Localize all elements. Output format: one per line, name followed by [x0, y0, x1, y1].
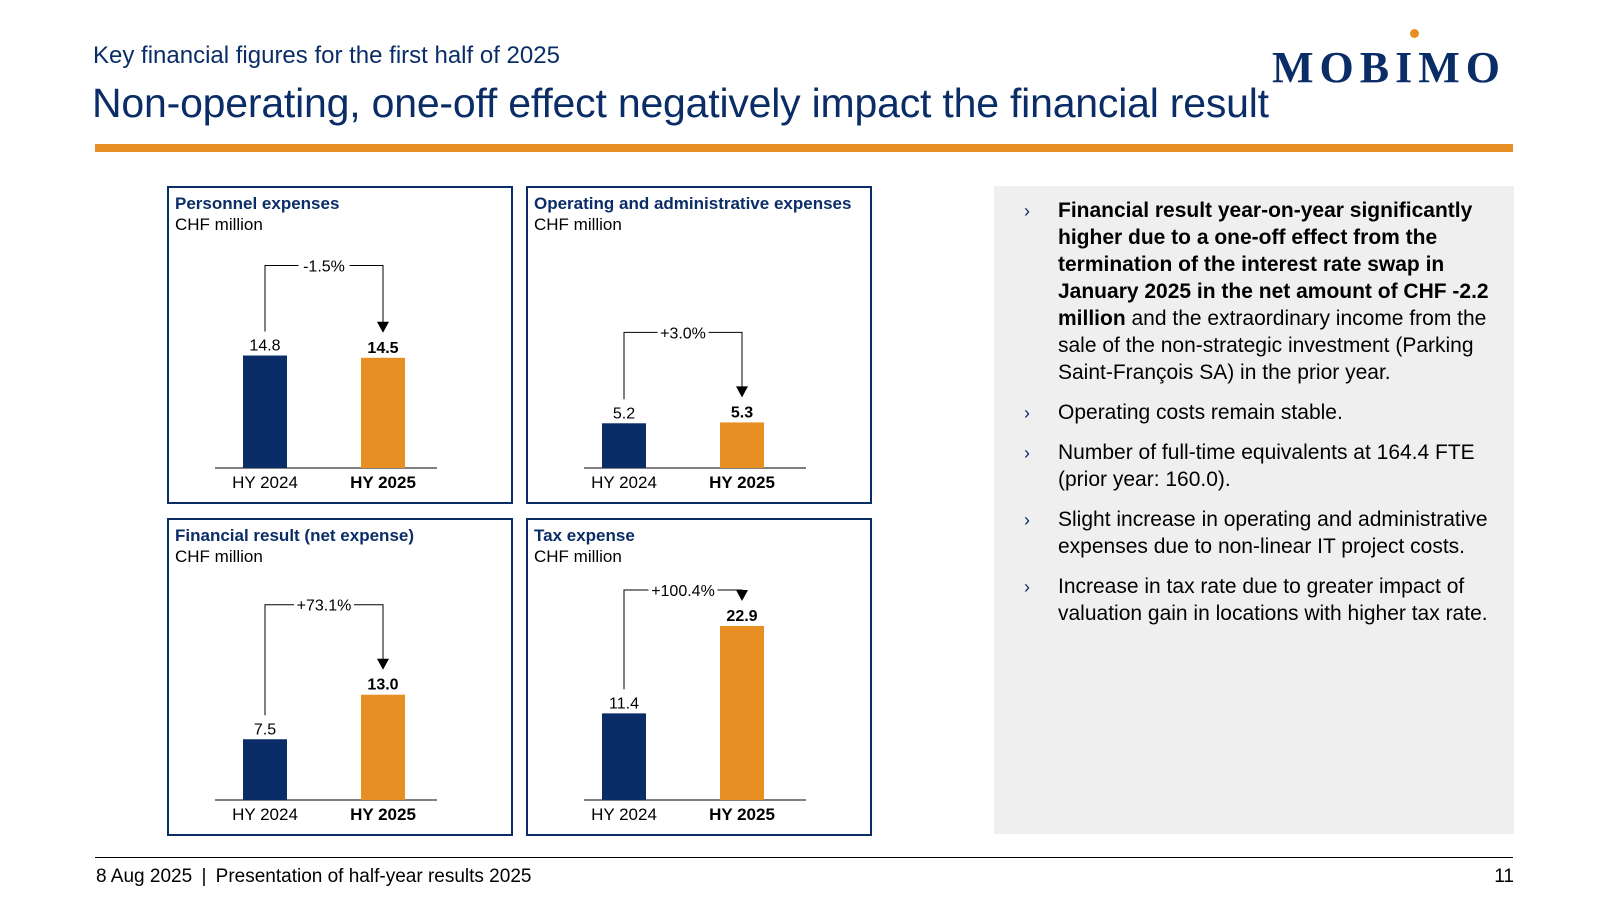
slide-subtitle: Key financial figures for the first half…: [93, 42, 560, 69]
logo-dot-icon: [1410, 29, 1419, 38]
data-label: 22.9: [726, 608, 757, 625]
bullet-chevron-icon: ›: [1024, 577, 1030, 597]
commentary-item: › Slight increase in operating and admini…: [1024, 506, 1502, 560]
data-label: 5.3: [731, 404, 753, 421]
bar-hy-2024: [243, 355, 287, 468]
change-arrow-icon: [377, 321, 389, 333]
chart-panel-financial-result: Financial result (net expense) CHF milli…: [167, 518, 513, 836]
change-label-bg: [294, 595, 354, 614]
chart-svg: 11.4 HY 2024 22.9 HY 2025 +100.4%: [584, 581, 806, 824]
title-rule: [95, 144, 1513, 152]
x-tick-label: HY 2024: [232, 473, 298, 492]
bar-hy-2024: [243, 739, 287, 800]
footer-presentation-title: Presentation of half-year results 2025: [215, 866, 532, 887]
data-label: 11.4: [609, 695, 639, 712]
page-number: 11: [1494, 866, 1514, 887]
commentary-text: Increase in tax rate due to greater impa…: [1058, 575, 1488, 625]
footer-separator: |: [201, 866, 207, 887]
chart-title: Tax expense: [534, 526, 635, 545]
commentary-text: and the extraordinary income from the sa…: [1058, 307, 1487, 384]
data-label: 7.5: [254, 721, 276, 738]
slide-title: Non-operating, one-off effect negatively…: [92, 80, 1269, 126]
commentary-text: Operating costs remain stable.: [1058, 401, 1343, 424]
change-label-bg: [298, 256, 350, 275]
data-label: 14.8: [249, 338, 280, 355]
chart-unit: CHF million: [175, 547, 263, 566]
commentary-panel: › Financial result year-on-year significa…: [994, 186, 1514, 834]
mobimo-logo: MOBIMO: [1272, 43, 1506, 92]
chart-unit: CHF million: [534, 547, 622, 566]
chart-title: Operating and administrative expenses: [534, 194, 852, 213]
bullet-chevron-icon: ›: [1024, 403, 1030, 423]
commentary-item: › Financial result year-on-year significa…: [1024, 197, 1502, 386]
change-label: +73.1%: [297, 598, 352, 615]
footer-date: 8 Aug 2025: [96, 866, 193, 887]
bar-hy-2024: [602, 423, 646, 468]
bar-hy-2025: [720, 422, 764, 468]
chart-panel-personnel-expenses: Personnel expenses CHF million 14.8 HY 20…: [167, 186, 513, 504]
x-tick-label: HY 2024: [591, 805, 657, 824]
bar-hy-2024: [602, 713, 646, 800]
commentary-text: Slight increase in operating and adminis…: [1058, 508, 1488, 558]
x-tick-label: HY 2025: [350, 805, 416, 824]
chart-svg: 5.2 HY 2024 5.3 HY 2025 +3.0%: [584, 323, 806, 492]
chart-svg: 14.8 HY 2024 14.5 HY 2025 -1.5%: [215, 256, 437, 492]
chart-unit: CHF million: [534, 215, 622, 234]
commentary-item: › Number of full-time equivalents at 164.…: [1024, 439, 1502, 493]
change-label: +3.0%: [660, 325, 706, 342]
commentary-item: › Operating costs remain stable.: [1024, 399, 1502, 426]
footer-info: 8 Aug 2025 | Presentation of half-year r…: [96, 866, 531, 888]
bar-hy-2025: [720, 625, 764, 800]
chart-unit: CHF million: [175, 215, 263, 234]
commentary-text: Number of full-time equivalents at 164.4…: [1058, 441, 1475, 491]
chart-title: Personnel expenses: [175, 194, 340, 213]
commentary-bold: Financial result year-on-year significan…: [1058, 199, 1489, 330]
data-label: 5.2: [613, 405, 635, 422]
change-label: +100.4%: [651, 583, 715, 600]
change-arrow-icon: [736, 386, 748, 398]
bullet-chevron-icon: ›: [1024, 510, 1030, 530]
change-connector: [623, 331, 743, 400]
change-arrow-icon: [377, 658, 389, 670]
bullet-chevron-icon: ›: [1024, 443, 1030, 463]
bar-hy-2025: [361, 357, 405, 468]
change-arrow-icon: [736, 589, 748, 601]
footer-rule: [95, 857, 1513, 858]
x-tick-label: HY 2025: [350, 473, 416, 492]
change-label-bg: [648, 581, 718, 599]
x-tick-label: HY 2024: [232, 805, 298, 824]
bar-hy-2025: [361, 694, 405, 800]
bullet-chevron-icon: ›: [1024, 201, 1030, 221]
chart-panel-operating-admin-expenses: Operating and administrative expenses CH…: [526, 186, 872, 504]
x-tick-label: HY 2025: [709, 805, 775, 824]
commentary-item: › Increase in tax rate due to greater imp…: [1024, 573, 1502, 627]
chart-svg: 7.5 HY 2024 13.0 HY 2025 +73.1%: [215, 595, 437, 824]
x-tick-label: HY 2024: [591, 473, 657, 492]
chart-panel-tax-expense: Tax expense CHF million 11.4 HY 2024 22.9 H…: [526, 518, 872, 836]
data-label: 13.0: [367, 677, 398, 694]
data-label: 14.5: [367, 340, 398, 357]
chart-title: Financial result (net expense): [175, 526, 415, 545]
commentary-list: › Financial result year-on-year significa…: [994, 186, 1514, 627]
change-label: -1.5%: [303, 259, 345, 276]
x-tick-label: HY 2025: [709, 473, 775, 492]
change-label-bg: [657, 323, 709, 342]
